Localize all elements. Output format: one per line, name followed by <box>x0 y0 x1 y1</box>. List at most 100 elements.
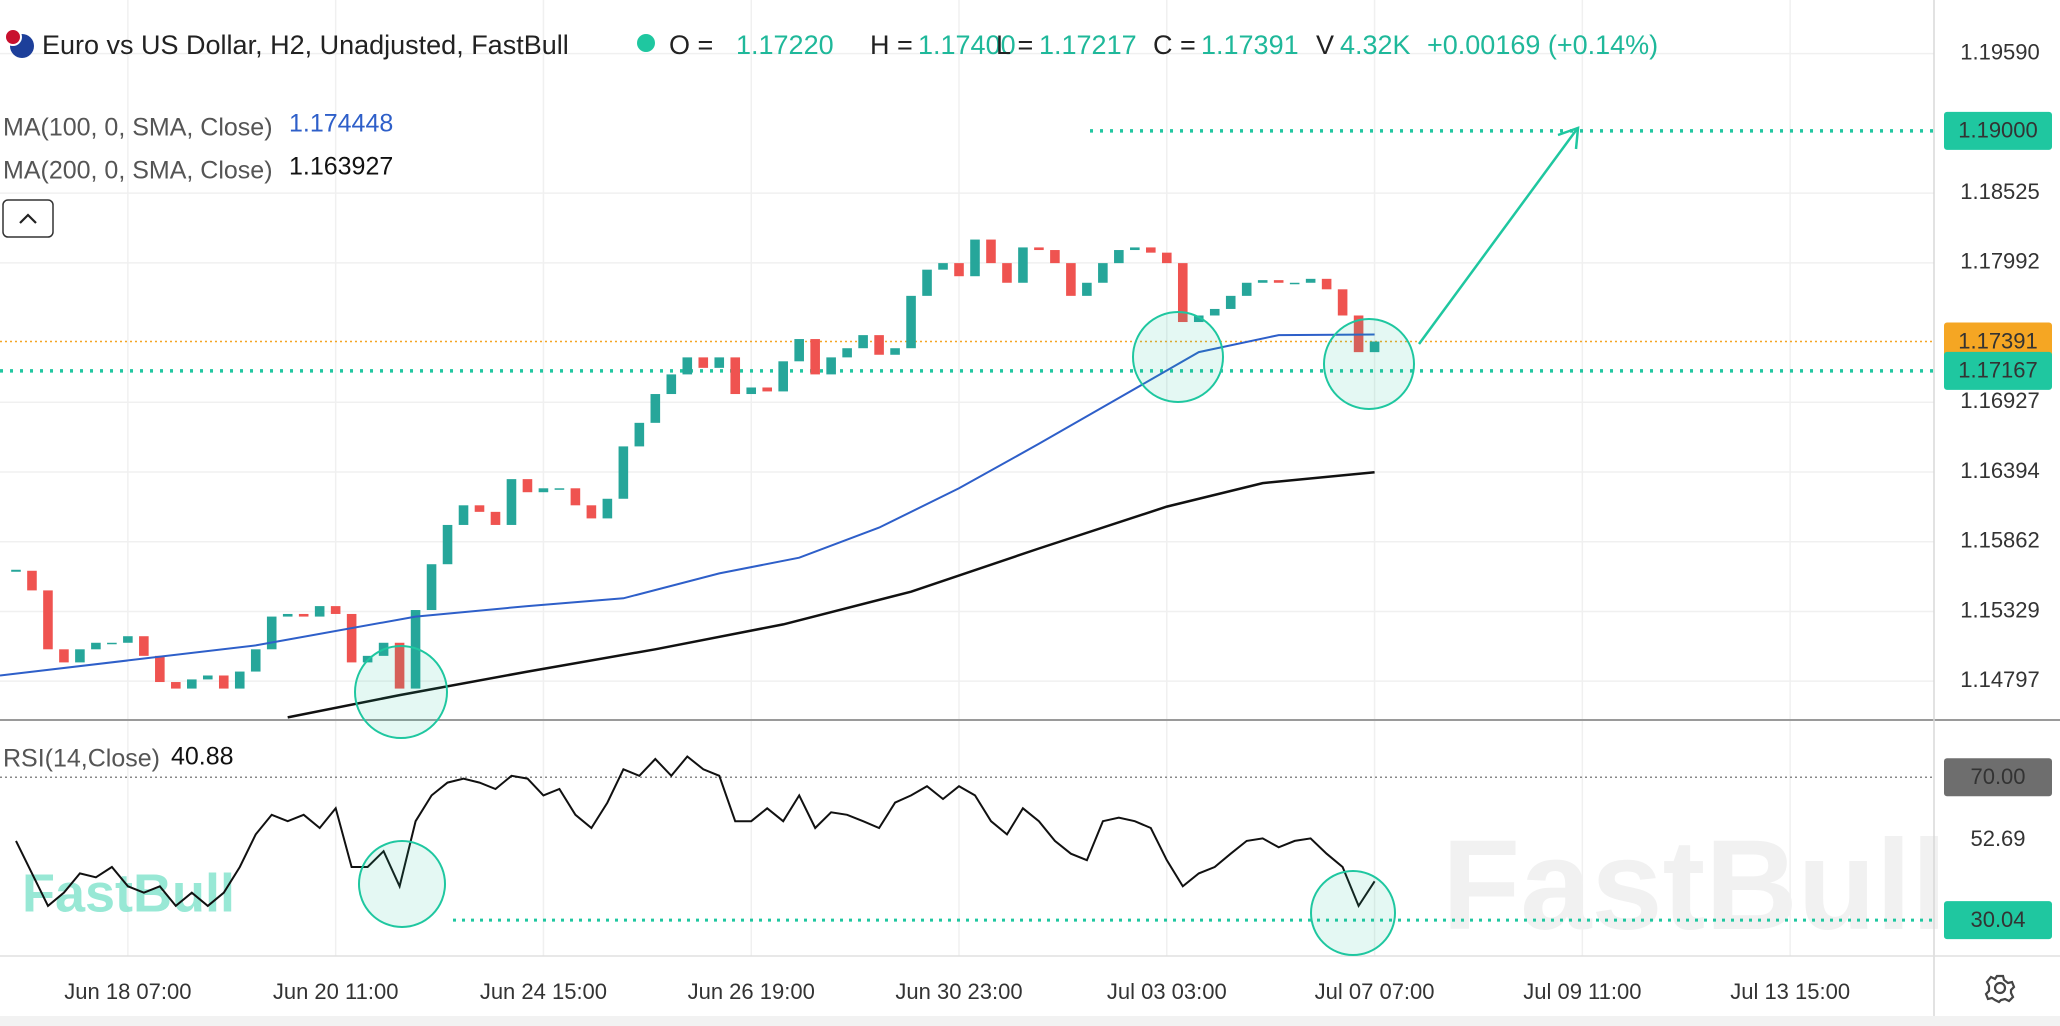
candle <box>75 649 85 663</box>
status-dot <box>637 34 655 52</box>
candle <box>187 679 197 689</box>
candle <box>1193 315 1204 323</box>
candle <box>922 269 932 296</box>
rsi-value: 40.88 <box>171 743 234 771</box>
candle <box>346 613 357 663</box>
arrow-shaft <box>1417 128 1579 345</box>
candle <box>506 479 517 525</box>
candle <box>410 610 421 689</box>
candle <box>538 488 549 493</box>
arrow-head <box>1557 126 1580 150</box>
gear-hub[interactable] <box>1993 981 2007 995</box>
candle <box>730 357 741 395</box>
target-arrow <box>1417 126 1580 345</box>
indicator-value: 1.174448 <box>289 110 393 138</box>
indicator-name: MA(100, 0, SMA, Close) <box>3 114 273 142</box>
candle <box>1305 278 1316 283</box>
candle <box>474 505 485 512</box>
y-tick-label: 1.15862 <box>1960 528 2040 553</box>
price-tag <box>1944 111 2052 150</box>
price-tag-label: 1.19000 <box>1958 118 2038 143</box>
candle <box>123 636 133 643</box>
candle <box>762 387 773 392</box>
candle <box>890 348 900 355</box>
candle <box>1130 247 1140 251</box>
x-tick-label: Jun 18 07:00 <box>64 979 191 1004</box>
price-tag <box>1944 351 2052 390</box>
collapse-button-frame[interactable] <box>2 199 54 238</box>
collapse-button[interactable] <box>2 199 54 238</box>
candle <box>618 446 629 499</box>
candle <box>282 613 293 617</box>
candle <box>394 642 405 689</box>
candle <box>1098 263 1108 283</box>
chart-title: Euro vs US Dollar, H2, Unadjusted, FastB… <box>42 30 569 60</box>
y-tick-label: 1.17992 <box>1960 249 2040 274</box>
price-pane <box>0 129 1934 719</box>
candle <box>938 263 948 270</box>
candle <box>1241 282 1252 296</box>
watermark-small: FastBull <box>22 863 235 923</box>
candle <box>1225 295 1236 309</box>
y-tick-label: 1.14797 <box>1960 667 2040 692</box>
moving-average-line <box>287 470 1375 719</box>
candle <box>218 675 229 689</box>
candle <box>1034 247 1044 251</box>
indicator-name: MA(200, 0, SMA, Close) <box>3 157 273 185</box>
ohlc-value: 1.17217 <box>1039 30 1137 60</box>
candle <box>298 613 309 617</box>
y-tick-label: 1.18525 <box>1960 179 2040 204</box>
candle <box>330 606 341 614</box>
candle <box>986 239 996 264</box>
ohlc-value: 1.17391 <box>1201 30 1299 60</box>
candle <box>59 649 69 663</box>
x-tick-label: Jul 03 03:00 <box>1107 979 1227 1004</box>
candle <box>1337 289 1348 316</box>
candle <box>554 488 565 490</box>
candle <box>826 357 836 375</box>
candle <box>1066 263 1076 296</box>
candle <box>842 348 852 358</box>
candle <box>202 675 213 680</box>
highlight-circle <box>358 840 446 928</box>
candle <box>171 682 181 689</box>
price-tag <box>1944 322 2052 361</box>
collapse-icon[interactable] <box>19 213 37 224</box>
candle <box>139 636 149 656</box>
candle <box>906 295 916 349</box>
y-tick-label: 1.16927 <box>1960 388 2040 413</box>
candle <box>1002 263 1012 283</box>
candle <box>442 524 453 565</box>
x-tick-label: Jul 13 15:00 <box>1730 979 1850 1004</box>
ohlc-label: H = <box>870 30 913 60</box>
candle <box>1257 280 1268 283</box>
moving-average-line <box>0 333 1375 677</box>
rsi-line <box>15 755 1376 909</box>
ohlc-label: O = <box>669 30 713 60</box>
candle <box>91 642 101 650</box>
symbol-icon <box>4 28 34 58</box>
y-tick-label: 1.19590 <box>1960 39 2040 64</box>
ohlc-value: 1.17400 <box>918 30 1016 60</box>
candle <box>1146 247 1156 253</box>
settings-button[interactable] <box>1984 974 2016 1004</box>
rsi-tag <box>1944 901 2052 940</box>
price-tag-label: 1.17167 <box>1958 358 2038 383</box>
x-tick-label: Jun 20 11:00 <box>273 979 399 1004</box>
candle <box>602 498 613 519</box>
candle <box>1114 250 1124 264</box>
annotations <box>354 311 1415 956</box>
candle <box>43 590 53 650</box>
candle <box>1369 341 1380 353</box>
watermark-large: FastBull <box>1442 814 1947 957</box>
rsi-tick-label: 30.04 <box>1970 907 2025 932</box>
gear-outline[interactable] <box>1984 974 2016 1004</box>
candle <box>234 671 245 689</box>
highlight-circle <box>1310 870 1396 956</box>
ohlc-value: 1.17220 <box>736 30 834 60</box>
candle <box>746 387 757 395</box>
candle <box>27 570 37 591</box>
ohlc-label: C = <box>1153 30 1196 60</box>
candle <box>1050 250 1060 264</box>
